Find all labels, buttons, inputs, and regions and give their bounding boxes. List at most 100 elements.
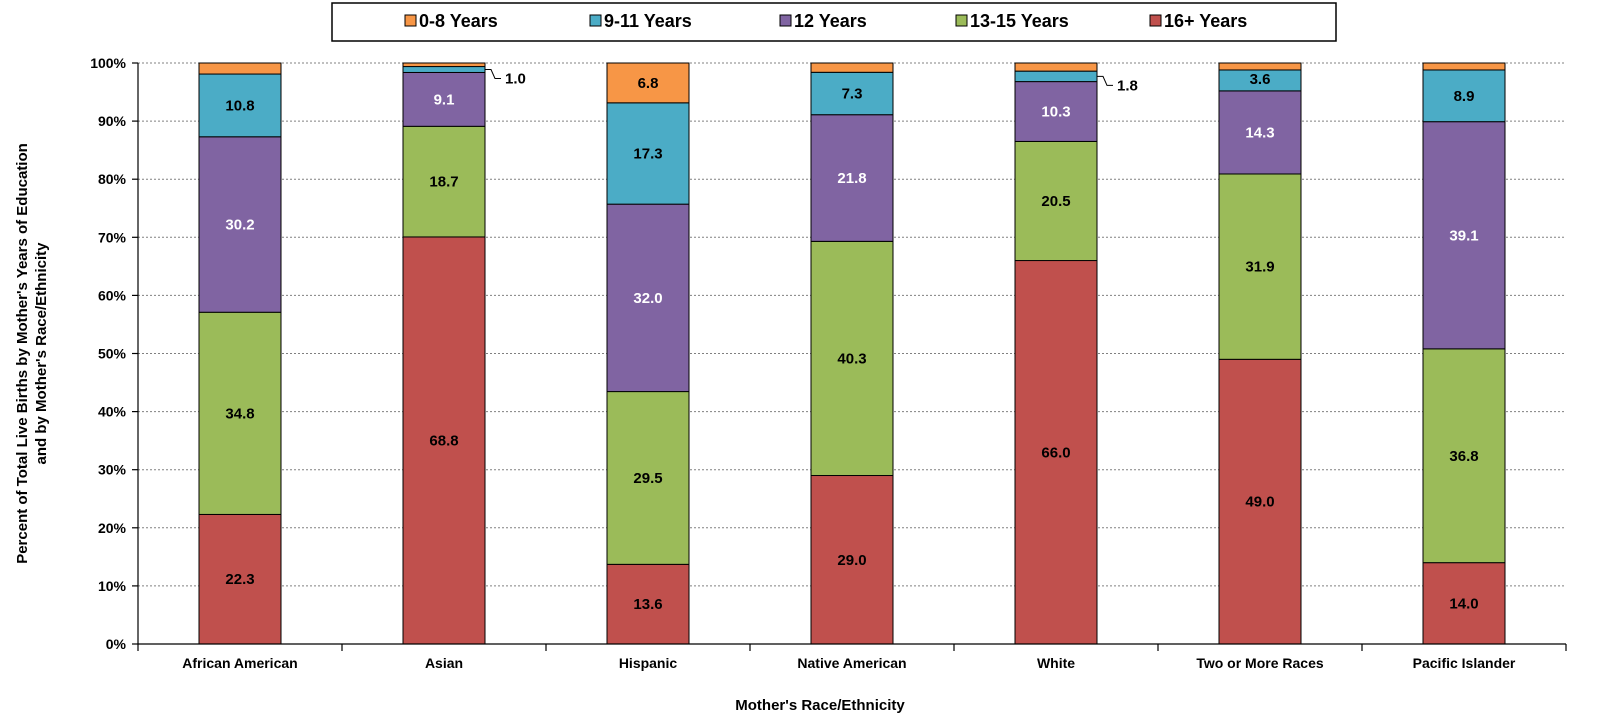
data-label: 10.3 (1041, 104, 1070, 121)
bars (198, 62, 1506, 645)
bar-segment (606, 102, 690, 205)
data-label: 40.3 (837, 350, 866, 367)
data-label: 13.6 (633, 596, 662, 613)
axes: 0% 10% 20% 30% 40% 50% 60% 70% 80% 90% 100% African… (90, 55, 1567, 671)
data-label: 8.9 (1454, 88, 1475, 105)
bar-segment (1218, 358, 1302, 645)
bar-segment (810, 71, 894, 116)
data-label: 1.0 (505, 71, 526, 88)
y-tick-label: 80% (98, 171, 127, 187)
legend-swatch (1149, 14, 1162, 27)
bar-segment (1422, 348, 1506, 564)
data-label: 6.8 (638, 75, 659, 92)
data-label: 14.3 (1245, 124, 1274, 141)
label-leader-line (1097, 75, 1113, 86)
data-label: 34.8 (225, 405, 254, 422)
bar-segment (1014, 81, 1098, 142)
legend-swatch (779, 14, 792, 27)
bar-segment (606, 62, 690, 104)
y-tick-label: 10% (98, 578, 127, 594)
y-tick-label: 40% (98, 404, 127, 420)
bar-segment (402, 236, 486, 645)
data-label: 68.8 (429, 432, 458, 449)
bar-segment (1422, 69, 1506, 123)
y-tick-label: 90% (98, 113, 127, 129)
data-label: 10.8 (225, 97, 254, 114)
bar-segment (810, 475, 894, 645)
bar-segment (198, 136, 282, 313)
legend-swatch (404, 14, 417, 27)
y-axis-title-line-2: and by Mother's Race/Ethnicity (33, 242, 50, 465)
data-labels: 22.3 34.8 30.2 10.8 68.8 18.7 9.1 13.6 29.5 32.0 1… (225, 69, 1479, 613)
category-label: Hispanic (619, 655, 678, 671)
y-tick-label: 100% (90, 55, 126, 71)
data-label: 9.1 (434, 91, 455, 108)
bar-segment (606, 391, 690, 565)
bar-segment (1218, 62, 1302, 71)
category-label: African American (182, 655, 297, 671)
data-label: 31.9 (1245, 259, 1274, 276)
category-label: Pacific Islander (1413, 655, 1516, 671)
data-label: 14.0 (1449, 595, 1478, 612)
legend-label: 0-8 Years (419, 11, 498, 31)
bar-segment (1014, 70, 1098, 83)
data-label: 7.3 (842, 86, 863, 103)
y-axis-title-line-1: Percent of Total Live Births by Mother's… (14, 143, 31, 564)
legend-label: 9-11 Years (604, 11, 692, 31)
legend-swatch (955, 14, 968, 27)
x-axis-title: Mother's Race/Ethnicity (735, 697, 905, 714)
legend: 0-8 Years 9-11 Years 12 Years 13-15 Years 16… (331, 2, 1337, 42)
data-label: 17.3 (633, 145, 662, 162)
category-label: Asian (425, 655, 463, 671)
bar-segment (1014, 260, 1098, 645)
data-label: 21.8 (837, 170, 866, 187)
data-label: 32.0 (633, 290, 662, 307)
bar-segment (198, 311, 282, 515)
bar-segment (1422, 62, 1506, 71)
data-label: 39.1 (1449, 227, 1478, 244)
bar-segment (1218, 90, 1302, 175)
legend-label: 12 Years (794, 11, 867, 31)
y-tick-label: 0% (106, 636, 127, 652)
category-label: Native American (797, 655, 906, 671)
bar-segment (606, 563, 690, 645)
data-label: 29.0 (837, 552, 866, 569)
data-label: 29.5 (633, 470, 662, 487)
bar-segment (402, 125, 486, 238)
y-tick-label: 50% (98, 346, 127, 362)
legend-box (331, 2, 1337, 42)
bar-segment (810, 114, 894, 242)
label-leader-line (485, 69, 501, 80)
bar-segment (810, 62, 894, 73)
data-label: 3.6 (1250, 71, 1271, 88)
y-tick-label: 30% (98, 462, 127, 478)
bar-segment (402, 62, 486, 68)
bar-segment (810, 240, 894, 477)
category-label: White (1037, 655, 1075, 671)
data-label: 30.2 (225, 217, 254, 234)
y-tick-label: 60% (98, 287, 127, 303)
y-tick-label: 20% (98, 520, 127, 536)
legend-label: 16+ Years (1164, 11, 1247, 31)
legend-label: 13-15 Years (970, 11, 1069, 31)
data-label: 20.5 (1041, 193, 1070, 210)
bar-segment (402, 66, 486, 73)
bar-segment (198, 73, 282, 138)
legend-swatch (589, 14, 602, 27)
bar-segment (606, 203, 690, 393)
bar-segment (1422, 562, 1506, 645)
bar-segment (1014, 62, 1098, 72)
data-label: 18.7 (429, 174, 458, 191)
data-label: 36.8 (1449, 448, 1478, 465)
data-label: 22.3 (225, 571, 254, 588)
data-label: 66.0 (1041, 444, 1070, 461)
data-label: 1.8 (1117, 77, 1138, 94)
bar-segment (1218, 173, 1302, 360)
bar-segment (402, 71, 486, 127)
data-label: 49.0 (1245, 494, 1274, 511)
bar-segment (198, 62, 282, 75)
category-label: Two or More Races (1196, 655, 1324, 671)
y-tick-label: 70% (98, 229, 127, 245)
bar-segment (1014, 140, 1098, 262)
